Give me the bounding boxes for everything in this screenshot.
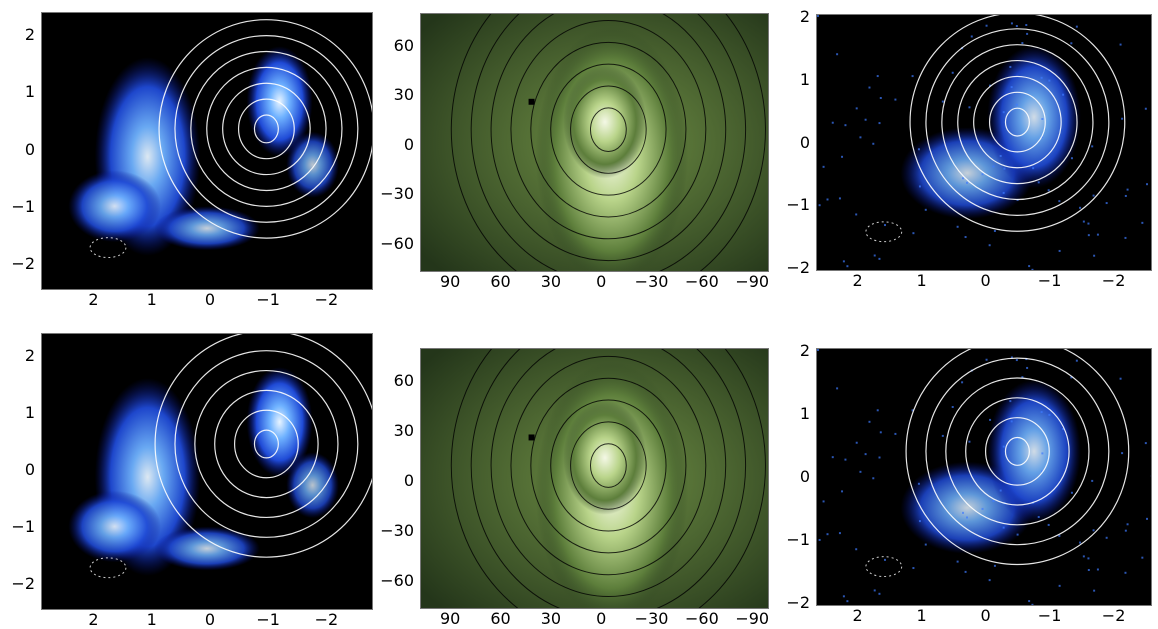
x-tick-label: −1 <box>243 292 293 308</box>
y-tick-label: 2 <box>766 9 810 25</box>
y-tick-label: 0 <box>370 137 414 153</box>
y-tick-label: −60 <box>370 236 414 252</box>
x-tick-label: −2 <box>301 612 351 628</box>
y-tick-label: 0 <box>766 135 810 151</box>
x-tick-label: −2 <box>1089 608 1139 624</box>
x-tick-label: −2 <box>1089 273 1139 289</box>
x-tick-label: 1 <box>127 612 177 628</box>
x-tick-label: 0 <box>961 608 1011 624</box>
y-tick-label: 1 <box>0 84 35 100</box>
y-tick-label: −1 <box>766 197 810 213</box>
panel-top-left-image <box>41 12 373 290</box>
x-tick-label: 0 <box>961 273 1011 289</box>
x-tick-label: 2 <box>833 273 883 289</box>
x-tick-label: 90 <box>425 274 475 290</box>
x-tick-label: 2 <box>68 292 118 308</box>
y-tick-label: −1 <box>0 199 35 215</box>
x-tick-label: −90 <box>727 274 777 290</box>
panel-bottom-right-image <box>816 348 1152 606</box>
y-tick-label: 2 <box>766 343 810 359</box>
y-tick-label: 0 <box>0 142 35 158</box>
panel-top-left-map <box>42 13 372 289</box>
x-tick-label: 30 <box>526 274 576 290</box>
y-tick-label: −2 <box>0 256 35 272</box>
y-tick-label: 1 <box>0 405 35 421</box>
x-tick-label: 1 <box>127 292 177 308</box>
y-tick-label: −2 <box>766 260 810 276</box>
x-tick-label: 1 <box>897 608 947 624</box>
panel-top-right-map <box>817 15 1151 270</box>
x-tick-label: 0 <box>185 612 235 628</box>
panel-top-middle-image <box>420 13 769 272</box>
y-tick-label: 2 <box>0 27 35 43</box>
x-tick-label: 1 <box>897 273 947 289</box>
y-tick-label: −1 <box>766 532 810 548</box>
y-tick-label: 2 <box>0 348 35 364</box>
x-tick-label: −1 <box>1025 608 1075 624</box>
panel-top-right-image <box>816 14 1152 271</box>
y-tick-label: −1 <box>0 519 35 535</box>
x-tick-label: 2 <box>68 612 118 628</box>
y-tick-label: −60 <box>370 573 414 589</box>
panel-bottom-middle-map <box>421 349 768 608</box>
x-tick-label: −60 <box>677 274 727 290</box>
y-tick-label: 0 <box>370 473 414 489</box>
y-tick-label: 30 <box>370 87 414 103</box>
y-tick-label: 0 <box>0 462 35 478</box>
y-tick-label: 30 <box>370 423 414 439</box>
x-tick-label: 60 <box>476 274 526 290</box>
y-tick-label: −2 <box>0 576 35 592</box>
x-tick-label: 0 <box>185 292 235 308</box>
y-tick-label: 1 <box>766 72 810 88</box>
x-tick-label: −1 <box>1025 273 1075 289</box>
x-tick-label: −30 <box>627 274 677 290</box>
panel-top-middle-map <box>421 14 768 271</box>
y-tick-label: 1 <box>766 406 810 422</box>
y-tick-label: −30 <box>370 186 414 202</box>
x-tick-label: 2 <box>833 608 883 624</box>
y-tick-label: 60 <box>370 373 414 389</box>
x-tick-label: −1 <box>243 612 293 628</box>
panel-bottom-right-map <box>817 349 1151 605</box>
panel-bottom-left-map <box>42 334 372 609</box>
y-tick-label: −2 <box>766 595 810 611</box>
y-tick-label: −30 <box>370 523 414 539</box>
y-tick-label: 0 <box>766 469 810 485</box>
panel-bottom-left-image <box>41 333 373 610</box>
x-tick-label: 0 <box>576 274 626 290</box>
x-tick-label: −2 <box>301 292 351 308</box>
y-tick-label: 60 <box>370 38 414 54</box>
panel-bottom-middle-image <box>420 348 769 609</box>
